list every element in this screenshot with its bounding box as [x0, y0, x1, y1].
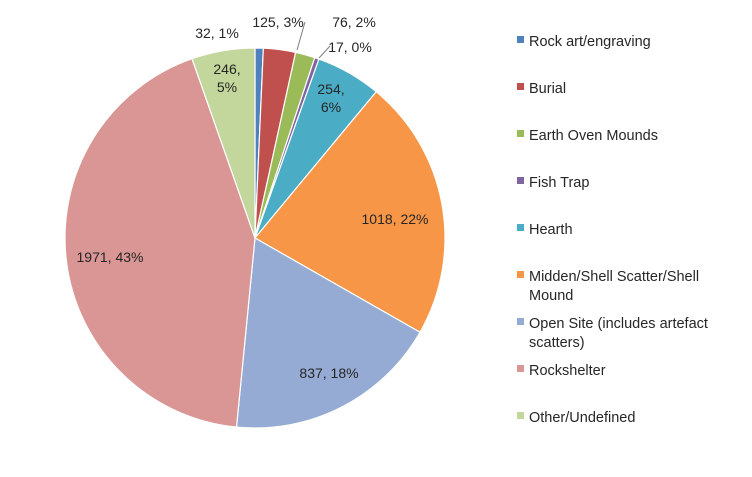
legend-swatch	[517, 83, 524, 90]
legend-label: Other/Undefined	[529, 410, 635, 426]
legend-label: Rockshelter	[529, 363, 606, 379]
data-label: 17, 0%	[328, 39, 372, 55]
pie-slice-midden-shell-scatter-shell-mound	[254, 90, 446, 334]
legend-swatch	[517, 224, 524, 231]
legend-label: Hearth	[529, 222, 573, 238]
leader-line	[318, 45, 331, 59]
data-labels: 32, 1% 125, 3% 76, 2% 17, 0% 254, 6% 1018, 22%…	[77, 14, 429, 381]
pie-slice-open-site-includes-artefact-scatters	[235, 237, 421, 429]
legend-label: Earth Oven Mounds	[529, 128, 658, 144]
legend-label: Midden/Shell Scatter/Shell Mound	[529, 269, 699, 304]
data-label: 837, 18%	[299, 365, 358, 381]
pie-slices	[64, 47, 446, 429]
data-label: 1971, 43%	[77, 249, 144, 265]
leader-line	[296, 21, 306, 51]
data-label: 246, 5%	[213, 61, 240, 95]
legend-swatch	[517, 318, 524, 325]
data-label: 1018, 22%	[362, 211, 429, 227]
legend-label: Open Site (includes artefact scatters)	[529, 316, 708, 351]
legend-swatch	[517, 271, 524, 278]
pie-slice-rockshelter	[64, 57, 256, 428]
legend-label: Rock art/engraving	[529, 34, 651, 50]
pie-slice-other-undefined	[191, 47, 256, 239]
data-label: 125, 3%	[252, 14, 303, 30]
legend-swatch	[517, 130, 524, 137]
legend-swatch	[517, 365, 524, 372]
data-label: 32, 1%	[195, 25, 239, 41]
legend: Rock art/engraving Burial Earth Oven Mound…	[517, 34, 708, 426]
legend-label: Burial	[529, 81, 566, 97]
legend-swatch	[517, 36, 524, 43]
legend-swatch	[517, 412, 524, 419]
legend-label: Fish Trap	[529, 175, 589, 191]
legend-swatch	[517, 177, 524, 184]
data-label: 76, 2%	[332, 14, 376, 30]
data-label: 254, 6%	[317, 81, 344, 115]
